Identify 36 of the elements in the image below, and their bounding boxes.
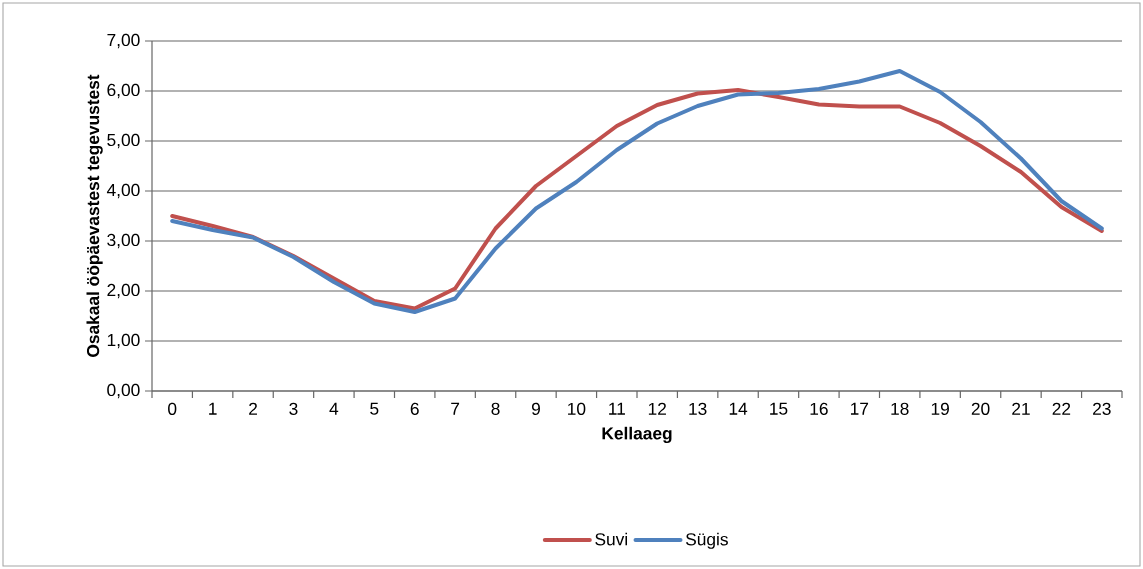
x-tick-label: 15 <box>770 402 788 415</box>
y-tick-label: 7,00 <box>107 33 140 49</box>
x-tick-label: 21 <box>1012 402 1030 415</box>
x-tick-label: 6 <box>410 402 419 415</box>
x-tick-label: 10 <box>568 402 586 415</box>
x-tick-label: 5 <box>370 402 379 415</box>
x-axis-title: Kellaaeg <box>602 426 672 444</box>
y-tick-label: 4,00 <box>106 183 140 199</box>
x-tick-label: 18 <box>891 402 909 415</box>
y-tick-label: 5,00 <box>107 133 140 149</box>
x-tick-label: 3 <box>289 402 298 415</box>
x-tick-label: 17 <box>850 402 869 415</box>
x-tick-label: 1 <box>209 402 217 415</box>
x-tick-label: 8 <box>491 402 500 415</box>
x-tick-label: 16 <box>810 402 828 415</box>
y-axis-title: Osakaal ööpäevastest tegevustest <box>86 74 103 357</box>
legend-label: Suvi <box>595 532 628 546</box>
x-tick-label: 7 <box>451 402 460 415</box>
y-tick-label: 2,00 <box>107 283 140 299</box>
x-tick-label: 0 <box>168 402 177 415</box>
y-tick-label: 0,00 <box>107 383 140 399</box>
y-tick-label: 6,00 <box>107 83 140 99</box>
x-tick-label: 22 <box>1052 402 1071 415</box>
x-tick-label: 2 <box>249 402 257 415</box>
legend-label: Sügis <box>685 532 728 549</box>
x-tick-label: 13 <box>689 402 707 415</box>
x-tick-label: 20 <box>971 402 990 415</box>
x-tick-label: 11 <box>609 402 625 415</box>
x-tick-label: 14 <box>729 402 748 415</box>
x-tick-label: 19 <box>931 402 949 415</box>
x-tick-label: 23 <box>1093 402 1111 415</box>
x-tick-label: 9 <box>531 402 540 415</box>
x-tick-label: 12 <box>648 402 666 415</box>
y-tick-label: 1,00 <box>107 333 140 349</box>
x-tick-label: 4 <box>329 402 339 415</box>
y-tick-label: 3,00 <box>107 233 140 249</box>
